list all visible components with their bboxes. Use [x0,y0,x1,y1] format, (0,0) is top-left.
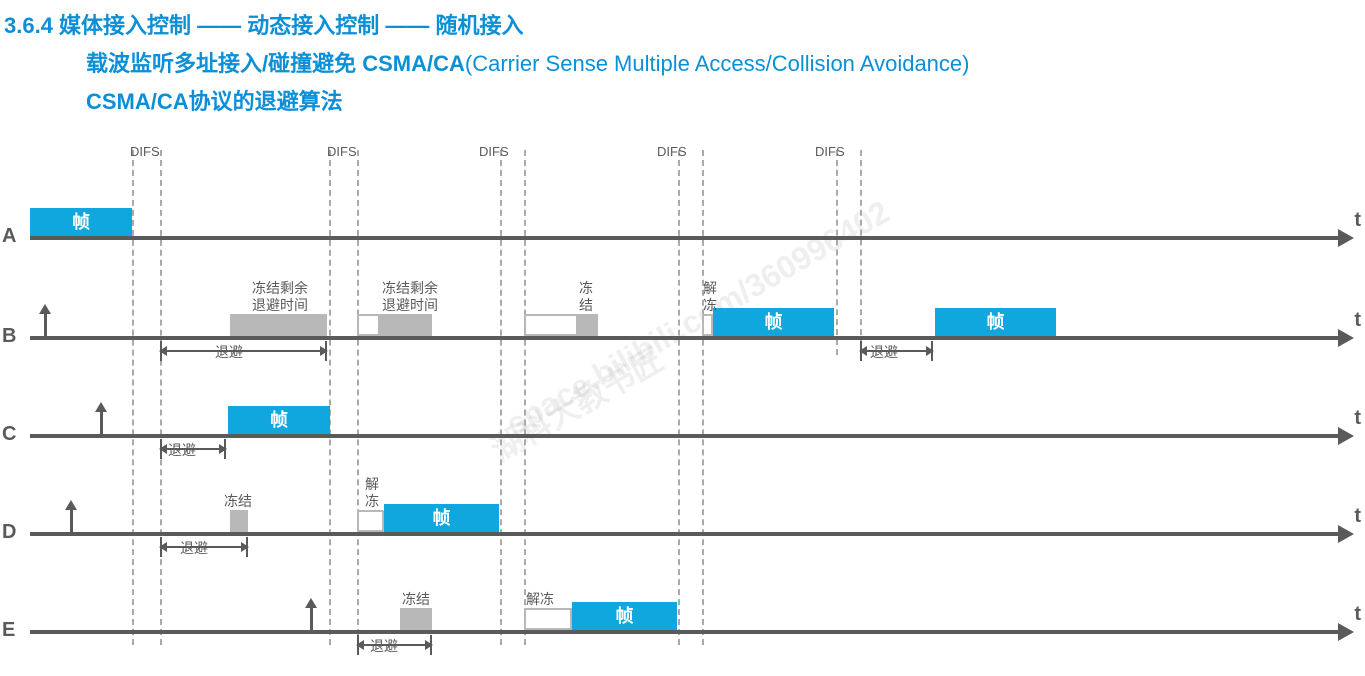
difs-label: DIFS [479,144,509,159]
timeline-C: Ct 帧退避 [0,368,1365,468]
freeze-block [400,608,432,630]
title-line-2-prefix: 载波监听多址接入/碰撞避免 CSMA/CA [86,51,465,76]
row-label: B [2,325,16,348]
title-line-2: 载波监听多址接入/碰撞避免 CSMA/CA(Carrier Sense Mult… [4,46,1365,78]
t-label: t [1354,407,1361,430]
freeze-block [380,314,432,336]
backoff-slot-empty [524,608,572,630]
freeze-block [230,510,248,532]
annotation-label: 冻结剩余 退避时间 [230,280,330,314]
range-label: 退避 [215,342,243,362]
difs-label: DIFS [327,144,357,159]
difs-label: DIFS [130,144,160,159]
t-label: t [1354,505,1361,528]
t-label: t [1354,309,1361,332]
title-line-1: 3.6.4 媒体接入控制 —— 动态接入控制 —— 随机接入 [4,8,1365,40]
annotation-label: 冻结 [396,591,436,608]
backoff-slot-empty [357,314,380,336]
row-label: D [2,521,16,544]
frame-block: 帧 [30,208,132,236]
time-axis [30,336,1340,340]
title-block: 3.6.4 媒体接入控制 —— 动态接入控制 —— 随机接入 载波监听多址接入/… [0,0,1365,116]
range-label: 退避 [370,636,398,656]
title-line-3: CSMA/CA协议的退避算法 [4,84,1365,116]
timeline-D: Dt 帧 冻结 解 冻退避 [0,466,1365,566]
timeline-B: Bt 帧 帧 冻结剩余 退避时间冻结剩余 退避时间 冻 结 解 冻退避 退避 [0,270,1365,370]
time-axis [30,236,1340,240]
freeze-block [578,314,598,336]
frame-block: 帧 [713,308,834,336]
annotation-label: 解 冻 [690,280,730,314]
request-arrow [44,312,47,336]
frame-block: 帧 [384,504,499,532]
range-label: 退避 [168,440,196,460]
range-label: 退避 [870,342,898,362]
annotation-label: 冻结 [218,493,258,510]
backoff-slot-empty [524,314,578,336]
timeline-E: Et 帧 冻结 解冻退避 [0,564,1365,664]
annotation-label: 解冻 [520,591,560,608]
row-label: A [2,225,16,248]
frame-block: 帧 [935,308,1056,336]
backoff-slot-empty [702,314,713,336]
row-label: C [2,423,16,446]
backoff-slot-empty [357,510,384,532]
row-label: E [2,619,15,642]
time-axis [30,630,1340,634]
timeline-A: At 帧 [0,170,1365,270]
range-label: 退避 [180,538,208,558]
timing-diagram: 湖科大教书匠space.bilibili.com/360996402DIFSDI… [0,150,1365,670]
title-line-2-en: (Carrier Sense Multiple Access/Collision… [465,51,970,76]
backoff-range [160,344,327,358]
request-arrow [100,410,103,434]
difs-label: DIFS [815,144,845,159]
annotation-label: 冻结剩余 退避时间 [360,280,460,314]
time-axis [30,434,1340,438]
t-label: t [1354,603,1361,626]
time-axis [30,532,1340,536]
request-arrow [310,606,313,630]
freeze-block [230,314,327,336]
t-label: t [1354,209,1361,232]
frame-block: 帧 [572,602,677,630]
request-arrow [70,508,73,532]
annotation-label: 冻 结 [566,280,606,314]
annotation-label: 解 冻 [357,476,387,510]
frame-block: 帧 [228,406,330,434]
difs-label: DIFS [657,144,687,159]
